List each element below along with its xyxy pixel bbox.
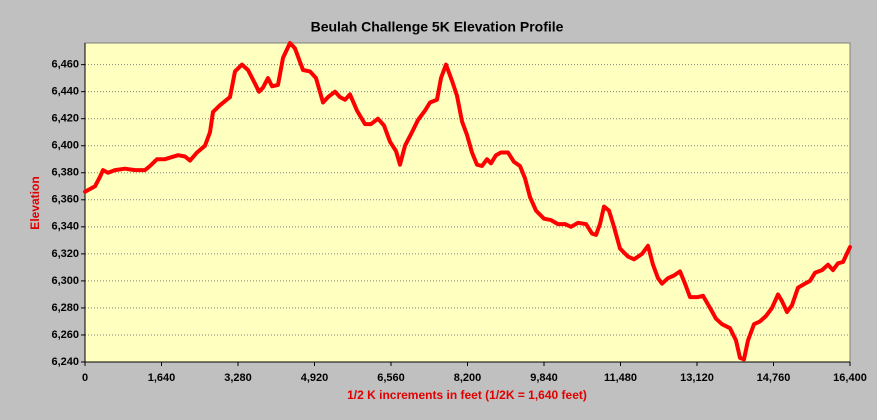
x-tick-label: 16,400	[833, 372, 867, 384]
x-tick-label: 13,120	[680, 372, 714, 384]
y-tick-label: 6,400	[51, 140, 79, 152]
y-tick-label: 6,280	[51, 302, 79, 314]
x-tick-label: 8,200	[454, 372, 482, 384]
plot-area	[84, 42, 851, 363]
elevation-line	[83, 41, 852, 362]
y-tick-label: 6,260	[51, 329, 79, 341]
y-tick-label: 6,420	[51, 113, 79, 125]
y-tick-label: 6,440	[51, 86, 79, 98]
x-tick-label: 1,640	[148, 372, 176, 384]
x-tick-label: 14,760	[757, 372, 791, 384]
y-tick-label: 6,340	[51, 221, 79, 233]
chart-title: Beulah Challenge 5K Elevation Profile	[311, 19, 564, 35]
y-tick-label: 6,460	[51, 59, 79, 71]
y-tick-label: 6,300	[51, 275, 79, 287]
y-tick-label: 6,240	[51, 356, 79, 368]
x-tick-label: 9,840	[530, 372, 558, 384]
x-tick-label: 3,280	[224, 372, 252, 384]
x-axis-label: 1/2 K increments in feet (1/2K = 1,640 f…	[347, 388, 587, 402]
y-tick-label: 6,380	[51, 167, 79, 179]
x-tick-label: 0	[82, 372, 88, 384]
x-tick-label: 4,920	[301, 372, 329, 384]
x-tick-label: 11,480	[604, 372, 637, 384]
y-tick-label: 6,320	[51, 248, 79, 260]
y-tick-label: 6,360	[51, 194, 79, 206]
y-axis-label: Elevation	[28, 176, 42, 229]
x-tick-label: 6,560	[377, 372, 405, 384]
